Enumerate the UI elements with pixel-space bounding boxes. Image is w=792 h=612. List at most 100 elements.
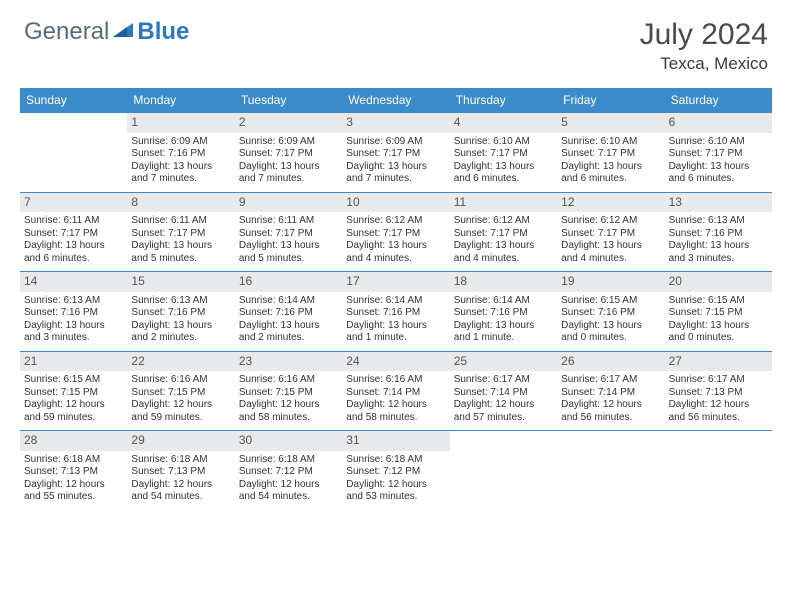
day-cell: 22Sunrise: 6:16 AMSunset: 7:15 PMDayligh…	[127, 351, 234, 431]
day-number-row: 25	[450, 352, 557, 372]
day-cell: 20Sunrise: 6:15 AMSunset: 7:15 PMDayligh…	[665, 271, 772, 351]
day-number: 27	[669, 354, 682, 368]
month-title: July 2024	[640, 18, 768, 52]
day-cell: 24Sunrise: 6:16 AMSunset: 7:14 PMDayligh…	[342, 351, 449, 431]
sunrise-line: Sunrise: 6:16 AM	[239, 374, 338, 387]
day-number: 16	[239, 274, 252, 288]
weekday-header: Monday	[127, 88, 234, 112]
sunset-line: Sunset: 7:13 PM	[669, 387, 768, 400]
day-number-row: 30	[235, 431, 342, 451]
day-number: 24	[346, 354, 359, 368]
empty-cell: 0	[20, 112, 127, 192]
daylight-line-1: Daylight: 12 hours	[24, 479, 123, 492]
daylight-line-2: and 5 minutes.	[239, 253, 338, 266]
daylight-line-1: Daylight: 13 hours	[24, 240, 123, 253]
day-cell: 27Sunrise: 6:17 AMSunset: 7:13 PMDayligh…	[665, 351, 772, 431]
sunrise-line: Sunrise: 6:14 AM	[454, 295, 553, 308]
sunset-line: Sunset: 7:14 PM	[454, 387, 553, 400]
sunrise-line: Sunrise: 6:11 AM	[24, 215, 123, 228]
sunset-line: Sunset: 7:17 PM	[131, 228, 230, 241]
daylight-line-1: Daylight: 13 hours	[346, 161, 445, 174]
sunset-line: Sunset: 7:16 PM	[131, 148, 230, 161]
sunset-line: Sunset: 7:17 PM	[24, 228, 123, 241]
day-number-row: 16	[235, 272, 342, 292]
day-cell: 3Sunrise: 6:09 AMSunset: 7:17 PMDaylight…	[342, 112, 449, 192]
sunset-line: Sunset: 7:13 PM	[131, 466, 230, 479]
day-number-row: 18	[450, 272, 557, 292]
day-cell: 17Sunrise: 6:14 AMSunset: 7:16 PMDayligh…	[342, 271, 449, 351]
daylight-line-1: Daylight: 13 hours	[131, 240, 230, 253]
daylight-line-2: and 3 minutes.	[669, 253, 768, 266]
sunrise-line: Sunrise: 6:17 AM	[561, 374, 660, 387]
sunset-line: Sunset: 7:16 PM	[239, 307, 338, 320]
logo: General Blue	[24, 18, 189, 46]
day-cell: 8Sunrise: 6:11 AMSunset: 7:17 PMDaylight…	[127, 192, 234, 272]
daylight-line-2: and 7 minutes.	[239, 173, 338, 186]
day-number-row: 24	[342, 352, 449, 372]
sunrise-line: Sunrise: 6:13 AM	[669, 215, 768, 228]
day-number: 6	[669, 115, 676, 129]
sunset-line: Sunset: 7:17 PM	[669, 148, 768, 161]
day-number-row: 13	[665, 193, 772, 213]
day-cell: 19Sunrise: 6:15 AMSunset: 7:16 PMDayligh…	[557, 271, 664, 351]
daylight-line-2: and 0 minutes.	[669, 332, 768, 345]
logo-text-blue: Blue	[137, 18, 189, 46]
day-number-row: 5	[557, 113, 664, 133]
daylight-line-2: and 2 minutes.	[239, 332, 338, 345]
day-cell: 4Sunrise: 6:10 AMSunset: 7:17 PMDaylight…	[450, 112, 557, 192]
daylight-line-1: Daylight: 12 hours	[669, 399, 768, 412]
day-number: 18	[454, 274, 467, 288]
sunset-line: Sunset: 7:15 PM	[239, 387, 338, 400]
weekday-header: Friday	[557, 88, 664, 112]
day-number: 31	[346, 433, 359, 447]
day-number-row: 2	[235, 113, 342, 133]
sunset-line: Sunset: 7:12 PM	[239, 466, 338, 479]
daylight-line-2: and 4 minutes.	[346, 253, 445, 266]
sunset-line: Sunset: 7:13 PM	[24, 466, 123, 479]
daylight-line-1: Daylight: 13 hours	[239, 320, 338, 333]
sunrise-line: Sunrise: 6:18 AM	[239, 454, 338, 467]
daylight-line-1: Daylight: 13 hours	[131, 161, 230, 174]
sunrise-line: Sunrise: 6:12 AM	[561, 215, 660, 228]
sunset-line: Sunset: 7:16 PM	[346, 307, 445, 320]
daylight-line-2: and 0 minutes.	[561, 332, 660, 345]
page-header: General Blue July 2024 Texca, Mexico	[0, 0, 792, 82]
day-number: 13	[669, 195, 682, 209]
sunrise-line: Sunrise: 6:15 AM	[561, 295, 660, 308]
day-number-row: 23	[235, 352, 342, 372]
day-number: 3	[346, 115, 353, 129]
day-cell: 6Sunrise: 6:10 AMSunset: 7:17 PMDaylight…	[665, 112, 772, 192]
day-cell: 5Sunrise: 6:10 AMSunset: 7:17 PMDaylight…	[557, 112, 664, 192]
day-number: 21	[24, 354, 37, 368]
weekday-header: Tuesday	[235, 88, 342, 112]
sunset-line: Sunset: 7:17 PM	[454, 228, 553, 241]
sunset-line: Sunset: 7:15 PM	[24, 387, 123, 400]
day-number: 26	[561, 354, 574, 368]
sunrise-line: Sunrise: 6:11 AM	[131, 215, 230, 228]
day-cell: 31Sunrise: 6:18 AMSunset: 7:12 PMDayligh…	[342, 430, 449, 510]
sunset-line: Sunset: 7:17 PM	[346, 148, 445, 161]
day-number: 28	[24, 433, 37, 447]
day-cell: 23 Sunrise: 6:16 AMSunset: 7:15 PMDayligh…	[235, 351, 342, 431]
daylight-line-1: Daylight: 13 hours	[454, 161, 553, 174]
weekday-header: Thursday	[450, 88, 557, 112]
day-cell: 30Sunrise: 6:18 AMSunset: 7:12 PMDayligh…	[235, 430, 342, 510]
weekday-header: Saturday	[665, 88, 772, 112]
daylight-line-2: and 58 minutes.	[239, 412, 338, 425]
empty-cell: 0	[557, 430, 664, 510]
daylight-line-1: Daylight: 13 hours	[454, 320, 553, 333]
daylight-line-1: Daylight: 13 hours	[24, 320, 123, 333]
daylight-line-1: Daylight: 13 hours	[239, 161, 338, 174]
day-number-row: 21	[20, 352, 127, 372]
day-number-row: 28	[20, 431, 127, 451]
sunrise-line: Sunrise: 6:13 AM	[131, 295, 230, 308]
day-cell: 2Sunrise: 6:09 AMSunset: 7:17 PMDaylight…	[235, 112, 342, 192]
daylight-line-1: Daylight: 12 hours	[24, 399, 123, 412]
daylight-line-1: Daylight: 13 hours	[669, 240, 768, 253]
daylight-line-1: Daylight: 12 hours	[239, 399, 338, 412]
daylight-line-1: Daylight: 12 hours	[561, 399, 660, 412]
daylight-line-2: and 5 minutes.	[131, 253, 230, 266]
sunrise-line: Sunrise: 6:12 AM	[346, 215, 445, 228]
empty-cell: 0	[665, 430, 772, 510]
daylight-line-1: Daylight: 12 hours	[131, 479, 230, 492]
